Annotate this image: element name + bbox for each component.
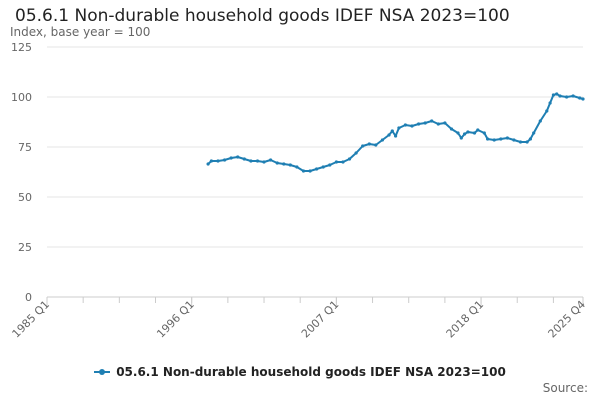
data-point[interactable] (472, 131, 477, 135)
data-point[interactable] (249, 159, 253, 163)
data-point[interactable] (223, 158, 227, 162)
data-point[interactable] (374, 143, 378, 147)
data-point[interactable] (492, 138, 496, 142)
x-tick-label: 1985 Q1 (10, 298, 53, 341)
data-point[interactable] (403, 123, 407, 127)
data-point[interactable] (361, 144, 365, 148)
data-point[interactable] (347, 157, 352, 161)
y-tick-label: 125 (11, 41, 32, 54)
data-point[interactable] (456, 131, 460, 135)
y-tick-label: 100 (11, 91, 32, 104)
data-point[interactable] (581, 97, 585, 101)
data-point[interactable] (528, 137, 533, 141)
data-point[interactable] (255, 159, 260, 163)
data-point[interactable] (463, 132, 467, 136)
data-point[interactable] (301, 169, 306, 173)
data-point[interactable] (354, 151, 358, 155)
data-point[interactable] (269, 158, 273, 162)
legend-dot (99, 369, 106, 375)
data-point[interactable] (288, 163, 292, 167)
data-point[interactable] (476, 128, 480, 132)
data-point[interactable] (315, 167, 319, 171)
data-point[interactable] (486, 137, 490, 141)
x-tick-label: 2018 Q1 (444, 298, 487, 341)
source-label: Source: (542, 381, 588, 395)
data-point[interactable] (466, 130, 470, 134)
data-point[interactable] (229, 156, 233, 160)
data-point[interactable] (397, 126, 401, 130)
chart-title: 05.6.1 Non-durable household goods IDEF … (15, 6, 510, 26)
data-point[interactable] (209, 159, 213, 163)
data-point[interactable] (275, 161, 279, 165)
y-axis-label: Index, base year = 100 (10, 25, 151, 39)
data-point[interactable] (443, 121, 447, 125)
data-point[interactable] (571, 94, 575, 98)
data-point[interactable] (216, 159, 220, 163)
data-point[interactable] (321, 165, 325, 169)
y-tick-label: 50 (18, 191, 32, 204)
data-point[interactable] (423, 121, 427, 125)
data-point[interactable] (262, 160, 266, 164)
data-point[interactable] (394, 134, 398, 138)
data-point[interactable] (242, 157, 246, 161)
data-point[interactable] (430, 119, 434, 123)
series-line[interactable] (207, 93, 584, 172)
data-point[interactable] (417, 122, 421, 126)
y-tick-label: 0 (25, 291, 32, 304)
data-point[interactable] (512, 138, 516, 142)
data-point[interactable] (459, 136, 463, 140)
data-point[interactable] (367, 142, 371, 146)
data-point[interactable] (545, 109, 549, 113)
data-point[interactable] (551, 93, 556, 97)
data-point[interactable] (410, 124, 414, 128)
data-point[interactable] (282, 162, 286, 166)
x-tick-label: 1996 Q1 (154, 298, 197, 341)
data-point[interactable] (538, 119, 542, 123)
data-point[interactable] (518, 140, 523, 144)
data-point[interactable] (380, 138, 384, 142)
legend-label: 05.6.1 Non-durable household goods IDEF … (116, 365, 506, 379)
data-point[interactable] (482, 131, 486, 135)
data-point[interactable] (525, 140, 529, 144)
x-tick-label: 2025 Q4 (546, 298, 589, 341)
data-point[interactable] (390, 129, 394, 133)
data-point[interactable] (341, 160, 345, 164)
data-point[interactable] (499, 137, 503, 141)
data-point[interactable] (236, 155, 240, 159)
legend-swatch-icon (94, 367, 111, 377)
data-point[interactable] (206, 162, 210, 166)
data-point[interactable] (334, 160, 338, 164)
data-point[interactable] (578, 96, 582, 100)
data-point[interactable] (387, 133, 391, 137)
y-tick-label: 25 (18, 241, 32, 254)
data-point[interactable] (555, 92, 559, 96)
legend[interactable]: 05.6.1 Non-durable household goods IDEF … (0, 365, 600, 379)
data-point[interactable] (436, 122, 440, 126)
y-tick-label: 75 (18, 141, 32, 154)
data-point[interactable] (532, 131, 536, 135)
data-point[interactable] (548, 101, 552, 105)
axes: 0 25 50 75 100 125 1985 Q1 1996 Q1 2007 Q1 2018 Q… (10, 41, 589, 340)
data-point[interactable] (308, 169, 312, 173)
data-point[interactable] (328, 163, 332, 167)
data-point[interactable] (565, 95, 569, 99)
x-tick-label: 2007 Q1 (299, 298, 342, 341)
data-point[interactable] (505, 136, 509, 140)
series-layer (206, 92, 585, 173)
data-point[interactable] (295, 165, 299, 169)
gridlines (47, 46, 583, 298)
data-point[interactable] (558, 94, 562, 98)
data-point[interactable] (449, 127, 454, 131)
